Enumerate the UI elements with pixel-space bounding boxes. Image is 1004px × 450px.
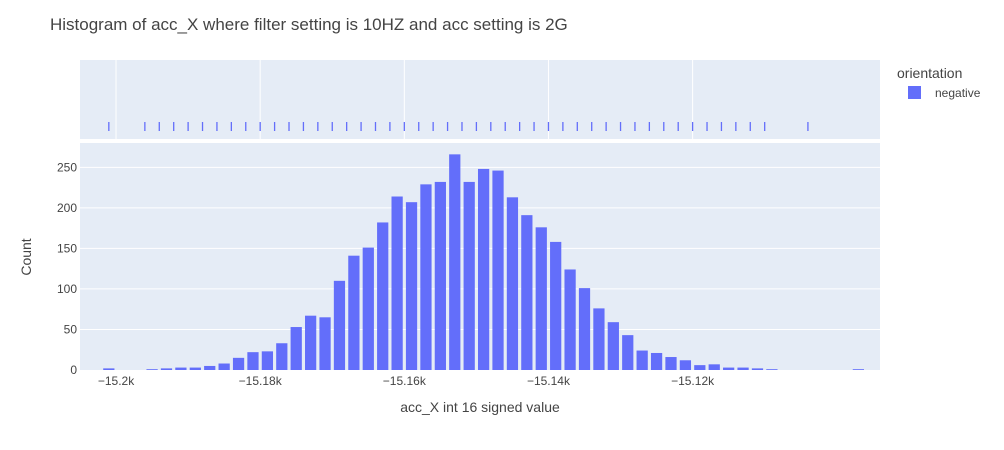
histogram-bar <box>751 368 764 370</box>
histogram-bar <box>492 170 504 370</box>
histogram-bar <box>420 184 432 370</box>
x-tick-label: −15.16k <box>383 374 427 388</box>
histogram-bar <box>290 327 302 370</box>
histogram-bar <box>204 365 216 370</box>
histogram-bar <box>766 369 778 370</box>
main-plot-area: −15.2k −15.18k −15.16k −15.14k −15.12k 0 50 100… <box>57 143 880 388</box>
histogram-bar <box>218 363 230 370</box>
histogram-bar <box>449 154 461 370</box>
histogram-bar <box>405 202 418 370</box>
histogram-bar <box>521 215 533 370</box>
histogram-bar <box>305 315 317 370</box>
x-tick-label: −15.18k <box>239 374 283 388</box>
y-tick-label: 50 <box>64 322 78 336</box>
histogram-bar <box>232 357 245 370</box>
y-tick-label: 100 <box>57 282 77 296</box>
histogram-bar <box>723 367 735 370</box>
histogram-bar <box>247 352 259 370</box>
histogram-bar <box>852 369 864 370</box>
y-axis-title: Count <box>18 238 34 275</box>
histogram-bar <box>578 288 591 370</box>
y-tick-label: 150 <box>57 241 77 255</box>
histogram-bar <box>463 181 475 370</box>
histogram-bar <box>694 365 706 370</box>
histogram-bar <box>650 352 663 370</box>
histogram-bar <box>564 269 576 370</box>
legend-item-negative[interactable]: negative <box>908 86 981 100</box>
histogram-bar <box>708 364 720 370</box>
rug-plot-background <box>80 60 880 139</box>
y-tick-label: 0 <box>70 363 77 377</box>
histogram-bar <box>319 317 331 370</box>
histogram-bar <box>175 367 187 370</box>
histogram-bar <box>377 222 389 370</box>
histogram-bar <box>146 369 158 370</box>
histogram-bar <box>276 343 288 370</box>
legend-title: orientation <box>897 65 962 81</box>
y-tick-label: 250 <box>57 160 77 174</box>
histogram-bar <box>189 367 201 370</box>
chart-title: Histogram of acc_X where filter setting … <box>50 15 568 34</box>
histogram-bar <box>737 367 749 370</box>
x-tick-label: −15.2k <box>98 374 135 388</box>
histogram-bar <box>622 335 634 370</box>
histogram-bar <box>665 357 677 370</box>
histogram-bar <box>636 350 648 370</box>
histogram-bar <box>333 280 346 370</box>
x-tick-label: −15.14k <box>527 374 571 388</box>
y-tick-label: 200 <box>57 201 77 215</box>
histogram-bar <box>160 368 173 370</box>
histogram-bar <box>103 368 115 370</box>
histogram-bar <box>261 351 274 370</box>
histogram-bar <box>550 241 562 370</box>
legend: orientation negative <box>897 65 981 100</box>
histogram-bar <box>391 196 403 370</box>
histogram-bar <box>607 322 619 370</box>
legend-swatch <box>908 86 921 99</box>
histogram-bar <box>434 181 446 370</box>
rug-plot-area <box>80 60 880 139</box>
histogram-bar <box>593 308 605 370</box>
histogram-bar <box>477 168 490 370</box>
x-axis-title: acc_X int 16 signed value <box>400 399 560 415</box>
legend-label: negative <box>935 86 981 100</box>
x-tick-label: −15.12k <box>671 374 715 388</box>
histogram-bar <box>362 247 374 370</box>
histogram-bar <box>348 255 360 370</box>
histogram-bar <box>506 197 519 370</box>
histogram-bar <box>535 227 547 370</box>
histogram-bar <box>679 360 692 370</box>
